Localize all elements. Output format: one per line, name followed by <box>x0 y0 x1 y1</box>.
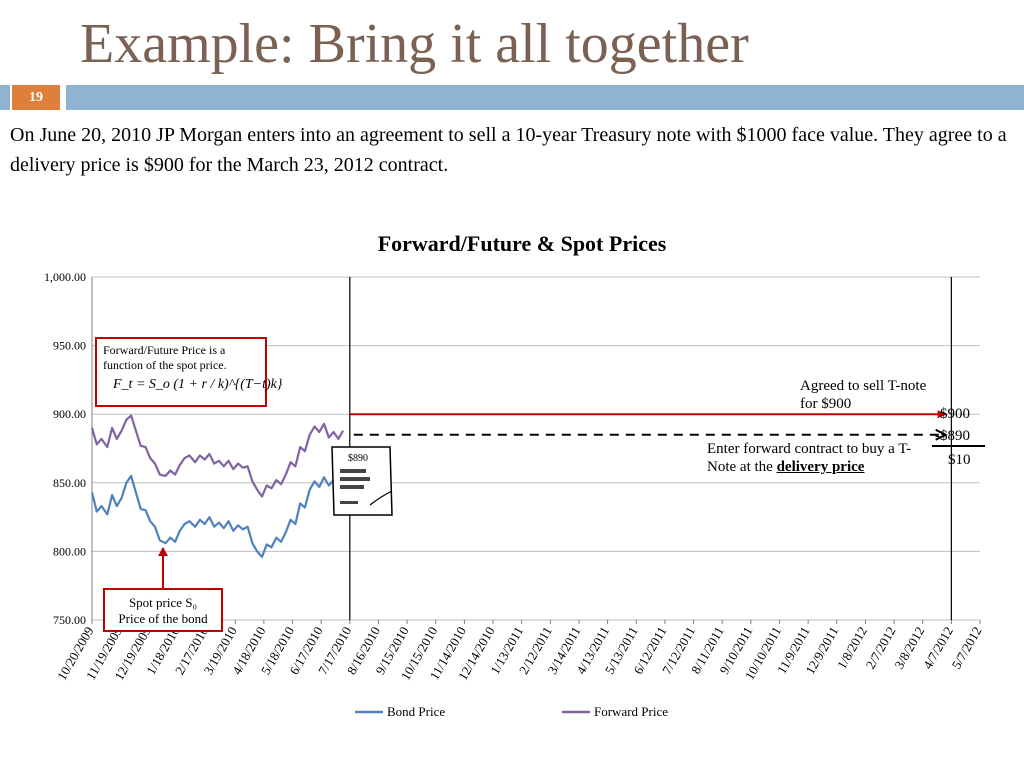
intro-text: On June 20, 2010 JP Morgan enters into a… <box>10 124 1007 176</box>
value-900-label: $900 <box>940 406 970 422</box>
value-890-label: -$890 <box>935 428 970 444</box>
forward-price-formula: F_t = S_o (1 + r / k)^{(T−t)k} <box>113 377 283 392</box>
y-tick-label: 900.00 <box>53 407 86 421</box>
y-tick-label: 950.00 <box>53 339 86 353</box>
bond-price-label: Price of the bond <box>118 611 208 626</box>
y-axis-ticks: 1,000.00 950.00 900.00 850.00 800.00 750.00 <box>44 270 86 627</box>
bond-price-line <box>90 474 345 558</box>
slide-number: 19 <box>12 85 60 110</box>
contract-value-label: $890 <box>348 453 368 464</box>
header-accent-bar-left <box>0 85 10 110</box>
formula-caption: Forward/Future Price is a function of th… <box>103 343 227 372</box>
y-tick-label: 850.00 <box>53 476 86 490</box>
forward-spot-chart: Forward/Future & Spot Prices 1,000.00 950… <box>44 231 985 719</box>
forward-price-line <box>90 414 345 498</box>
slide-title: Example: Bring it all together <box>80 13 749 75</box>
spot-price-label: Spot price S₀ <box>128 595 198 610</box>
agreed-sell-note: Agreed to sell T-note for $900 <box>800 378 927 412</box>
legend-label: Bond Price <box>387 704 445 719</box>
spot-price-callout: Spot price S₀ Price of the bond <box>103 588 223 632</box>
y-tick-label: 750.00 <box>53 613 86 627</box>
header-accent-bar <box>66 85 1024 110</box>
reference-lines <box>349 277 985 620</box>
enter-contract-note: Enter forward contract to buy a T-Note a… <box>707 440 927 476</box>
value-10-label: $10 <box>948 452 971 468</box>
enter-contract-text: Enter forward contract to buy a T-Note a… <box>707 441 912 475</box>
contract-document-icon: $890 <box>331 446 393 516</box>
y-tick-label: 800.00 <box>53 544 86 558</box>
delivery-price-emphasis: delivery price <box>776 459 865 475</box>
legend-label: Forward Price <box>594 704 668 719</box>
y-tick-label: 1,000.00 <box>44 270 86 284</box>
chart-series <box>90 414 345 558</box>
chart-title: Forward/Future & Spot Prices <box>378 231 667 256</box>
chart-legend: Bond Price Forward Price <box>355 704 668 719</box>
formula-callout: Forward/Future Price is a function of th… <box>95 337 283 407</box>
